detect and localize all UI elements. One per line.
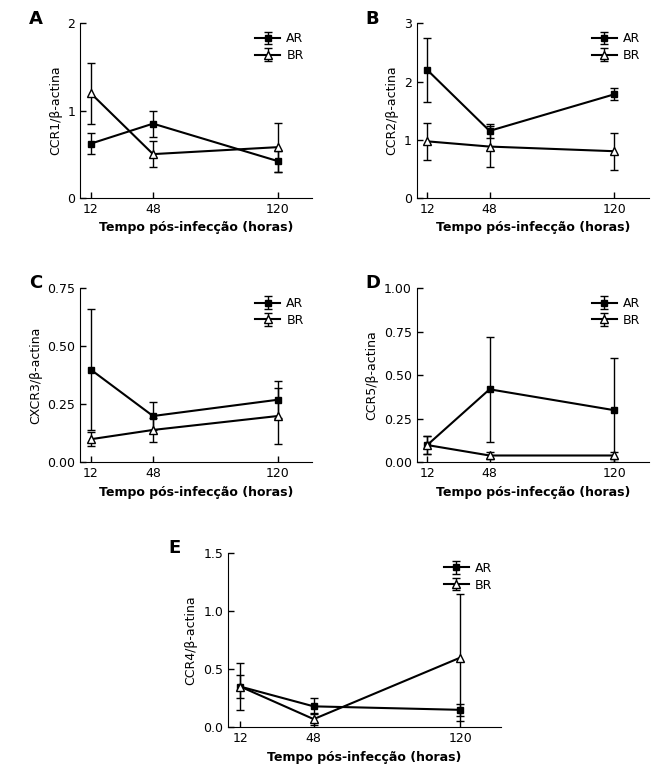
Y-axis label: CXCR3/β-actina: CXCR3/β-actina <box>29 327 42 424</box>
Y-axis label: CCR4/β-actina: CCR4/β-actina <box>185 595 198 685</box>
Legend: AR, BR: AR, BR <box>442 559 495 594</box>
Y-axis label: CCR2/β-actina: CCR2/β-actina <box>385 66 399 156</box>
Legend: AR, BR: AR, BR <box>589 30 643 64</box>
Text: D: D <box>366 274 381 292</box>
X-axis label: Tempo pós-infecção (horas): Tempo pós-infecção (horas) <box>268 751 462 764</box>
Text: B: B <box>366 9 379 27</box>
X-axis label: Tempo pós-infecção (horas): Tempo pós-infecção (horas) <box>99 221 294 234</box>
Text: C: C <box>29 274 42 292</box>
X-axis label: Tempo pós-infecção (horas): Tempo pós-infecção (horas) <box>436 486 630 499</box>
Y-axis label: CCR1/β-actina: CCR1/β-actina <box>49 66 62 156</box>
Legend: AR, BR: AR, BR <box>589 295 643 329</box>
Y-axis label: CCR5/β-actina: CCR5/β-actina <box>365 331 379 420</box>
X-axis label: Tempo pós-infecção (horas): Tempo pós-infecção (horas) <box>436 221 630 234</box>
Text: A: A <box>29 9 43 27</box>
Legend: AR, BR: AR, BR <box>252 295 306 329</box>
Text: E: E <box>168 539 181 557</box>
X-axis label: Tempo pós-infecção (horas): Tempo pós-infecção (horas) <box>99 486 294 499</box>
Legend: AR, BR: AR, BR <box>252 30 306 64</box>
